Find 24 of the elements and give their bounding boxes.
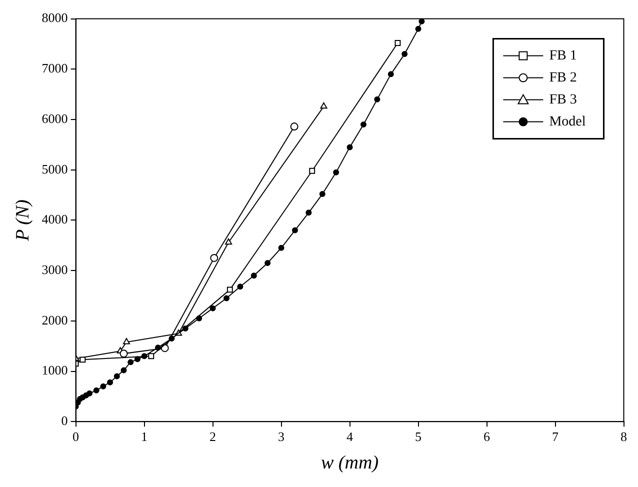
x-tick-label: 3 [278,428,285,444]
x-tick-label: 7 [552,428,560,444]
y-tick-label: 1000 [42,362,68,378]
y-tick-label: 5000 [42,161,68,176]
y-tick-label: 7000 [42,60,68,76]
x-axis-title: w (mm) [321,452,379,474]
y-tick-label: 0 [61,413,68,428]
x-tick-label: 1 [141,428,148,444]
x-tick-label: 6 [484,428,491,444]
x-tick-label: 4 [346,428,354,444]
x-tick-label: 0 [72,428,80,444]
y-tick-label: 4000 [42,212,68,227]
legend-label: FB 2 [549,70,577,86]
y-tick-label: 8000 [42,10,68,26]
y-axis-title: P (N) [12,200,34,242]
x-tick-label: 2 [210,428,216,444]
x-tick-label: 8 [620,428,627,444]
legend-label: Model [549,114,586,130]
legend-label: FB 3 [549,92,577,108]
y-tick-label: 6000 [42,110,68,126]
legend-label: FB 1 [549,48,577,64]
y-tick-label: 2000 [42,312,68,328]
x-tick-label: 5 [415,428,422,444]
y-tick-label: 3000 [42,262,68,277]
